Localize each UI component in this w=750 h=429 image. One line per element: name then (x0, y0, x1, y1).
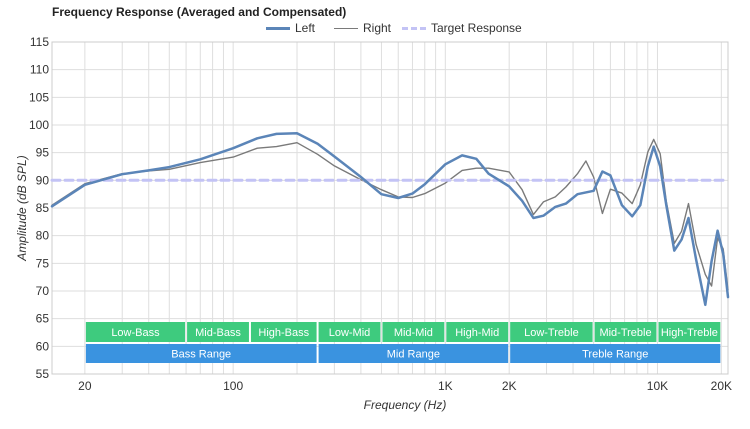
band-label: Mid-Bass (195, 327, 241, 339)
series-line-right (51, 138, 729, 291)
band-low-treble (510, 322, 593, 342)
band-label: Mid-Treble (599, 327, 651, 339)
band-high-bass (250, 322, 317, 342)
band-mid-mid (382, 322, 445, 342)
band-label: High-Bass (258, 327, 309, 339)
legend-item-right[interactable]: Right (334, 21, 391, 35)
band-label: Bass Range (171, 349, 231, 361)
x-axis-title: Frequency (Hz) (364, 398, 447, 412)
x-tick-label: 10K (647, 379, 668, 393)
band-treble-range (510, 344, 721, 363)
band-label: Low-Mid (329, 327, 371, 339)
band-high-mid (446, 322, 509, 342)
band-label: High-Mid (455, 327, 499, 339)
y-axis-title: Amplitude (dB SPL) (15, 155, 29, 261)
y-tick-label: 100 (29, 118, 49, 132)
legend-swatch-right (334, 27, 358, 29)
y-tick-label: 110 (30, 63, 49, 77)
band-mid-bass (187, 322, 249, 342)
band-mid-range (318, 344, 509, 363)
band-label: Low-Bass (111, 327, 160, 339)
axes: 55 60 65 70 75 80 85 90 95 100 105 110 115 20 100 1K 2K 1… (15, 35, 732, 412)
band-high-treble (658, 322, 721, 342)
y-tick-label: 80 (36, 229, 50, 243)
x-tick-label: 20 (78, 379, 92, 393)
x-tick-label: 1K (438, 379, 453, 393)
y-tick-label: 105 (29, 90, 49, 104)
y-tick-label: 55 (36, 367, 50, 381)
legend-item-target[interactable]: Target Response (402, 21, 522, 35)
y-tick-label: 65 (36, 312, 50, 326)
legend: Left Right Target Response (0, 21, 750, 39)
band-label: Mid Range (387, 349, 440, 361)
chart-title: Frequency Response (Averaged and Compens… (52, 5, 347, 19)
legend-label-right: Right (363, 21, 392, 35)
band-mid-treble (594, 322, 657, 342)
band-label: Low-Treble (524, 327, 579, 339)
x-tick-label: 2K (502, 379, 517, 393)
band-label: Mid-Mid (394, 327, 433, 339)
x-tick-label: 100 (223, 379, 243, 393)
legend-label-target: Target Response (431, 21, 522, 35)
series-line-left (50, 132, 730, 307)
y-tick-label: 75 (36, 256, 50, 270)
legend-label-left: Left (295, 21, 316, 35)
y-tick-label: 90 (36, 173, 50, 187)
series-lines (50, 132, 730, 307)
y-tick-label: 70 (36, 284, 50, 298)
frequency-bands: Low-Bass Mid-Bass High-Bass Low-Mid Mid-Mid H… (85, 322, 721, 363)
band-low-mid (318, 322, 381, 342)
legend-swatch-target (402, 26, 426, 30)
legend-swatch-left (266, 26, 290, 30)
band-label: High-Treble (661, 327, 718, 339)
y-tick-label: 115 (30, 35, 49, 49)
y-tick-label: 60 (36, 339, 50, 353)
x-tick-label: 20K (711, 379, 732, 393)
y-tick-label: 85 (36, 201, 50, 215)
band-low-bass (85, 322, 186, 342)
band-label: Treble Range (582, 349, 648, 361)
legend-item-left[interactable]: Left (266, 21, 315, 35)
grid (51, 41, 729, 375)
band-bass-range (85, 344, 317, 363)
y-tick-label: 95 (36, 146, 50, 160)
plot-border (51, 41, 729, 375)
